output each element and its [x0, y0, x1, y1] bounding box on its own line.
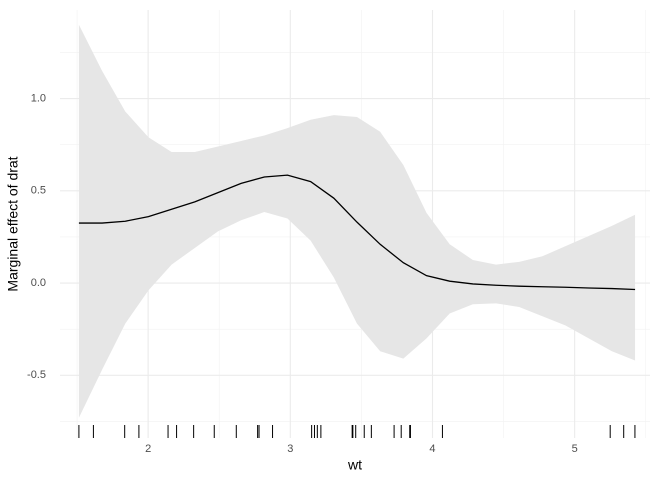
y-tick-label: -0.5: [27, 369, 46, 381]
effect-line: [78, 174, 636, 291]
x-axis-title: wt: [347, 457, 362, 473]
x-tick-label: 2: [145, 443, 151, 455]
x-tick-label: 3: [287, 443, 293, 455]
x-tick-label: 4: [429, 443, 435, 455]
x-tick-label: 5: [572, 443, 578, 455]
y-tick-label: 1.0: [31, 92, 46, 104]
y-axis-title: Marginal effect of drat: [5, 156, 21, 291]
y-tick-label: 0.0: [31, 277, 46, 289]
y-tick-label: 0.5: [31, 185, 46, 197]
